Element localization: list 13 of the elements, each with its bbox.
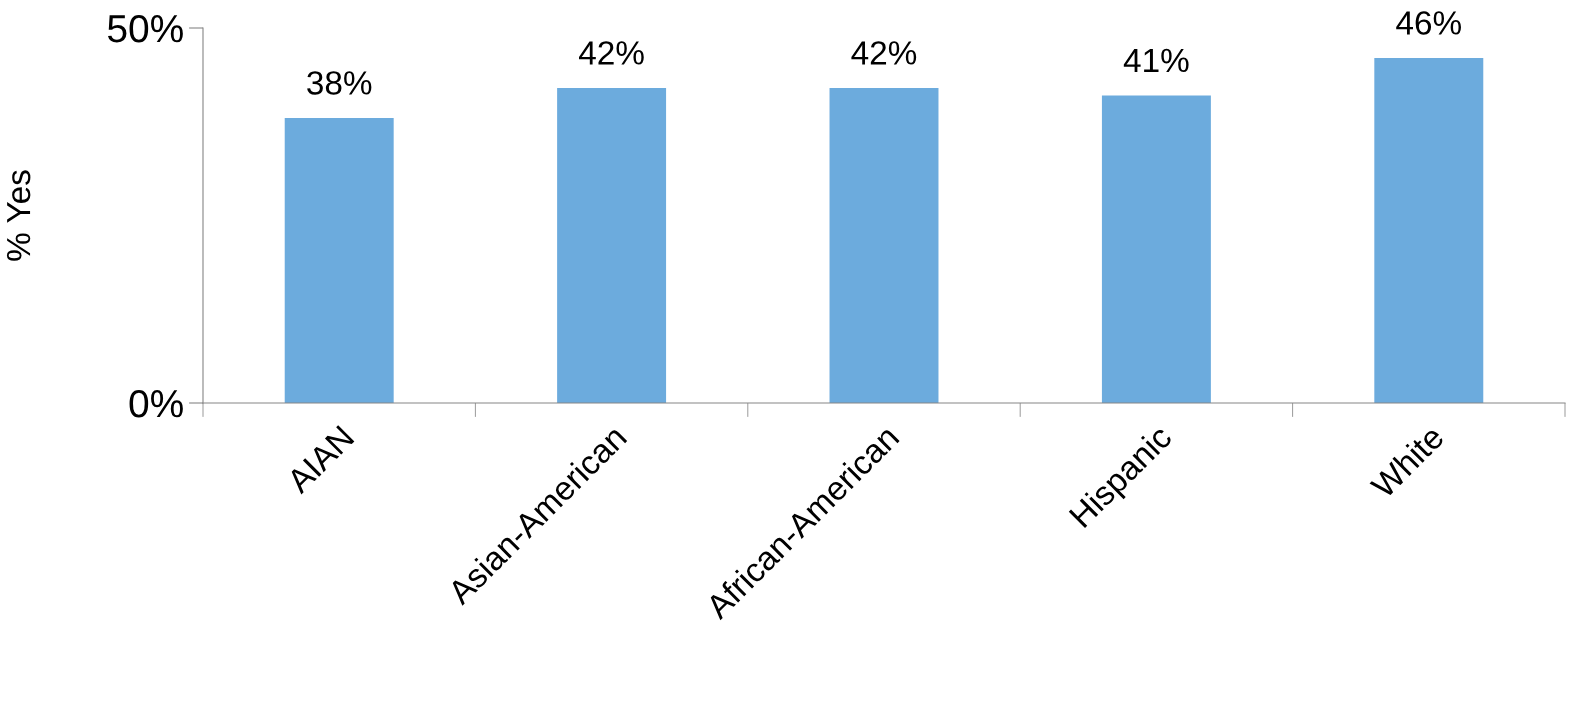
- bar: [1374, 58, 1484, 403]
- data-label: 42%: [851, 41, 917, 65]
- data-label: 41%: [1123, 48, 1189, 73]
- data-label: 38%: [307, 71, 372, 95]
- bar: [829, 88, 939, 403]
- data-label: 46%: [1396, 11, 1461, 35]
- bar: [557, 88, 667, 403]
- data-label: 42%: [579, 41, 644, 65]
- bar: [1101, 95, 1211, 403]
- bar: [284, 118, 394, 403]
- y-axis-title: % Yes: [6, 170, 31, 261]
- y-tick-label: 0%: [129, 389, 183, 418]
- y-tick-label: 50%: [107, 14, 183, 43]
